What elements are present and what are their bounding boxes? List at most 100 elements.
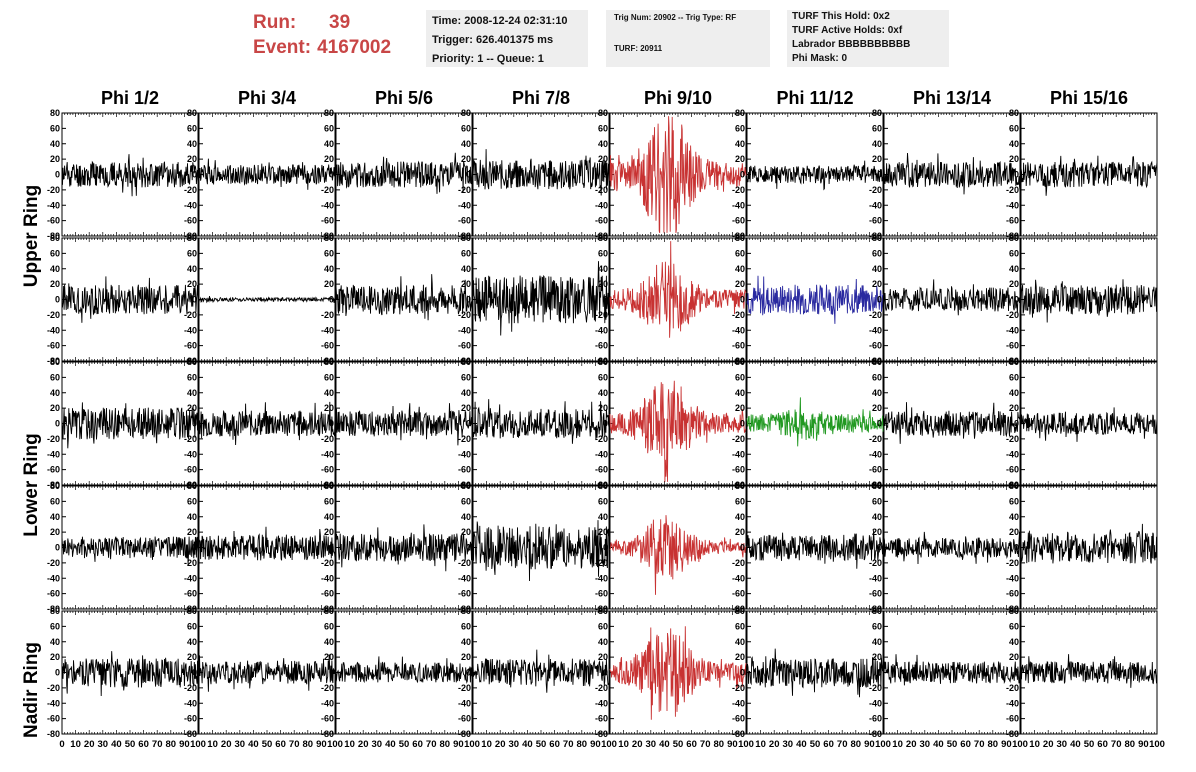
run-event-label: Run: 39 Event: 4167002 — [253, 10, 391, 60]
y-tick-label: -60 — [1006, 341, 1019, 351]
waveform-trace — [746, 275, 884, 324]
y-tick-label: -40 — [732, 200, 745, 210]
waveform-trace — [746, 397, 884, 447]
x-tick-label: 30 — [235, 739, 246, 750]
y-tick-label: 0 — [55, 543, 60, 553]
y-tick-label: 40 — [461, 388, 471, 398]
waveform-trace — [1020, 407, 1158, 442]
waveform-trace — [198, 526, 336, 561]
y-tick-label: -20 — [458, 310, 471, 320]
y-tick-label: 0 — [603, 295, 608, 305]
y-tick-label: -80 — [47, 604, 60, 614]
y-tick-label: -60 — [458, 216, 471, 226]
y-tick-label: 80 — [735, 233, 745, 243]
y-tick-label: -80 — [184, 356, 197, 366]
x-tick-label: 50 — [399, 739, 410, 750]
y-tick-label: 0 — [603, 543, 608, 553]
x-tick-label: 80 — [1125, 739, 1136, 750]
y-tick-label: 0 — [466, 295, 471, 305]
y-tick-label: -40 — [595, 573, 608, 583]
waveform-trace — [883, 531, 1021, 565]
y-tick-label: 0 — [55, 668, 60, 678]
run-label: Run: — [253, 12, 297, 33]
y-tick-label: -20 — [458, 185, 471, 195]
y-tick-label: 80 — [598, 357, 608, 367]
y-tick-label: -40 — [732, 449, 745, 459]
y-tick-label: -20 — [458, 683, 471, 693]
x-tick-label: 70 — [1111, 739, 1122, 750]
waveform-trace — [335, 152, 473, 194]
x-tick-label: 90 — [590, 739, 601, 750]
y-tick-label: 80 — [1009, 606, 1019, 616]
y-tick-label: -20 — [184, 683, 197, 693]
waveform-trace — [61, 154, 199, 197]
y-tick-label: 20 — [735, 403, 745, 413]
y-tick-label: -20 — [47, 434, 60, 444]
y-tick-label: -60 — [1006, 216, 1019, 226]
y-tick-label: 60 — [872, 372, 882, 382]
y-tick-label: 80 — [735, 606, 745, 616]
y-tick-label: -60 — [184, 341, 197, 351]
waveform-trace — [472, 399, 610, 444]
y-tick-label: 40 — [187, 512, 197, 522]
y-tick-label: 20 — [1009, 527, 1019, 537]
y-tick-label: -20 — [732, 683, 745, 693]
y-tick-label: 0 — [740, 543, 745, 553]
x-tick-label: 30 — [1057, 739, 1068, 750]
waveform-trace — [61, 651, 199, 697]
y-tick-label: 80 — [1009, 357, 1019, 367]
y-tick-label: -80 — [869, 480, 882, 490]
y-tick-label: 40 — [872, 264, 882, 274]
y-tick-label: -40 — [595, 698, 608, 708]
x-tick-label: 80 — [303, 739, 314, 750]
turf-active-text: TURF Active Holds: 0xf — [792, 25, 903, 36]
y-tick-label: 0 — [603, 419, 608, 429]
y-tick-label: -40 — [321, 449, 334, 459]
x-tick-label: 90 — [727, 739, 738, 750]
y-tick-label: -80 — [732, 356, 745, 366]
y-tick-label: -80 — [47, 356, 60, 366]
y-tick-label: 80 — [461, 481, 471, 491]
y-tick-label: 80 — [872, 606, 882, 616]
y-tick-label: -80 — [1006, 604, 1019, 614]
x-tick-label: 90 — [1138, 739, 1149, 750]
y-tick-label: 60 — [872, 248, 882, 258]
y-tick-label: 0 — [466, 170, 471, 180]
x-tick-label: 80 — [440, 739, 451, 750]
y-tick-label: -80 — [595, 729, 608, 739]
x-tick-label: 50 — [810, 739, 821, 750]
y-tick-label: 40 — [735, 139, 745, 149]
y-tick-label: 80 — [598, 233, 608, 243]
waveform-trace — [472, 261, 610, 336]
x-tick-label: 90 — [453, 739, 464, 750]
y-tick-label: 40 — [1009, 264, 1019, 274]
x-tick-label: 60 — [686, 739, 697, 750]
y-tick-label: -20 — [595, 310, 608, 320]
y-tick-label: -80 — [869, 231, 882, 241]
y-tick-label: -80 — [321, 604, 334, 614]
y-tick-label: -40 — [1006, 573, 1019, 583]
y-tick-label: 0 — [877, 419, 882, 429]
x-tick-label: 90 — [864, 739, 875, 750]
y-tick-label: 40 — [50, 139, 60, 149]
y-tick-label: -20 — [47, 683, 60, 693]
y-tick-label: -20 — [595, 185, 608, 195]
y-tick-label: 80 — [187, 357, 197, 367]
y-tick-label: 60 — [735, 372, 745, 382]
x-tick-label: 100 — [190, 739, 206, 750]
y-tick-label: -60 — [47, 341, 60, 351]
y-tick-label: -60 — [184, 465, 197, 475]
y-tick-label: 40 — [598, 388, 608, 398]
y-tick-label: 20 — [735, 652, 745, 662]
column-header: Phi 15/16 — [1050, 88, 1128, 108]
y-tick-label: 40 — [50, 512, 60, 522]
y-tick-label: 60 — [1009, 123, 1019, 133]
x-tick-label: 70 — [837, 739, 848, 750]
y-tick-label: 0 — [329, 170, 334, 180]
x-tick-label: 20 — [495, 739, 506, 750]
y-tick-label: 0 — [740, 170, 745, 180]
y-tick-label: 80 — [50, 233, 60, 243]
x-tick-label: 100 — [1149, 739, 1165, 750]
y-tick-label: 60 — [1009, 372, 1019, 382]
y-tick-label: 20 — [50, 527, 60, 537]
